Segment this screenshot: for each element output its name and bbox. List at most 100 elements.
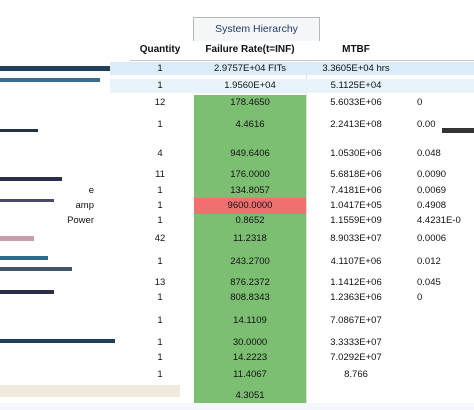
table-row[interactable]: e 1 134.8057 7.4181E+06 0.0069 [0,183,474,198]
tree-bar-decoration [0,256,48,260]
item-name: e [88,185,94,196]
mtbf-cell: 7.0867E+07 [330,315,382,326]
quantity-cell: 4 [157,148,163,159]
extra-value-cell: 0.0090 [417,169,447,180]
tree-bar-decoration [0,66,110,71]
failure-rate-cell: 11.4067 [233,369,267,380]
quantity-cell: 42 [154,233,166,244]
header-mtbf[interactable]: MTBF [342,44,370,55]
mtbf-cell: 1.2363E+06 [330,292,382,303]
quantity-cell: 11 [155,169,165,180]
failure-rate-cell: 2.9757E+04 FITs [213,63,287,74]
table-row[interactable]: 12 178.4650 5.6033E+06 0 [0,96,474,110]
extra-value-cell: 0.012 [417,256,441,267]
failure-rate-cell: 14.2223 [232,352,268,363]
item-name: amp [75,200,94,211]
failure-rate-cell: 9600.0000 [227,200,273,211]
mtbf-cell: 7.4181E+06 [330,185,382,196]
quantity-cell: 13 [154,277,166,288]
mtbf-cell: 5.6033E+06 [330,97,382,108]
quantity-cell: 1 [157,337,163,348]
table-row[interactable]: 42 11.2318 8.9033E+07 0.0006 [0,229,474,248]
failure-rate-cell: 1.9560E+04 [224,80,276,91]
table-row[interactable]: 1 1.9560E+04 5.1125E+04 [0,79,474,93]
mtbf-cell: 5.6818E+06 [330,169,382,180]
extra-value-cell: 0 [417,97,423,108]
mtbf-cell: 1.1412E+06 [330,277,382,288]
table-row[interactable]: 1 4.4616 2.2413E+08 0.00 [0,110,474,140]
extra-value-cell: 0.4908 [417,200,447,211]
table-row[interactable]: 1 14.1109 7.0867E+07 [0,306,474,336]
mtbf-cell: 1.0417E+05 [330,200,382,211]
extra-value-cell: 0 [417,292,423,303]
failure-rate-cell: 0.8652 [235,215,265,226]
extra-value-cell: 0.0069 [417,185,447,196]
tree-bar-decoration [442,128,474,133]
extra-value-cell: 4.4231E-0 [417,215,461,226]
mtbf-cell: 7.0292E+07 [330,352,382,363]
tree-bar-decoration [0,267,72,271]
table-row[interactable]: amp 1 9600.0000 1.0417E+05 0.4908 [0,198,474,214]
quantity-cell: 12 [154,97,166,108]
table-row[interactable]: 1 808.8343 1.2363E+06 0 [0,290,474,306]
failure-rate-cell: 30.0000 [232,337,268,348]
failure-rate-cell: 243.2700 [230,256,270,267]
quantity-cell: 1 [157,185,163,196]
mtbf-cell: 8.766 [344,369,368,380]
tree-bar-decoration [0,78,100,82]
failure-rate-cell: 808.8343 [230,292,270,303]
table-row[interactable]: 4.3051 [0,385,474,407]
extra-value-cell: 0.048 [417,148,441,159]
failure-rate-cell: 14.1109 [233,315,267,326]
mtbf-cell: 5.1125E+04 [330,80,382,91]
quantity-cell: 1 [157,315,163,326]
table-row[interactable]: 13 876.2372 1.1412E+06 0.045 [0,276,474,290]
table-row[interactable]: Power 1 0.8652 1.1559E+09 4.4231E-0 [0,214,474,228]
item-name: Power [67,215,94,226]
mtbf-cell: 2.2413E+08 [330,119,382,130]
mtbf-cell: 3.3333E+07 [330,337,382,348]
tree-bar-decoration [0,385,180,397]
table-row[interactable]: 4 949.6406 1.0530E+06 0.048 [0,140,474,168]
mtbf-cell: 3.3605E+04 hrs [322,63,390,74]
failure-rate-cell: 134.8057 [230,185,270,196]
extra-value-cell: 0.045 [417,277,441,288]
quantity-cell: 1 [157,369,163,380]
header-failure-rate[interactable]: Failure Rate(t=INF) [205,44,295,55]
failure-rate-cell: 178.4650 [230,97,270,108]
tree-bar-decoration [0,177,62,181]
quantity-cell: 1 [157,215,163,226]
quantity-cell: 1 [157,256,163,267]
summary-cell-bg [194,79,306,93]
quantity-cell: 1 [157,292,163,303]
table-row[interactable]: 1 30.0000 3.3333E+07 [0,336,474,350]
failure-rate-cell: 11.2318 [233,233,267,244]
quantity-cell: 1 [157,63,163,74]
summary-cell-bg [194,62,306,75]
failure-rate-cell: 4.3051 [235,390,265,401]
table-row[interactable]: 1 11.4067 8.766 [0,365,474,385]
table-row[interactable]: 11 176.0000 5.6818E+06 0.0090 [0,168,474,182]
header-quantity[interactable]: Quantity [139,44,181,55]
quantity-cell: 1 [157,80,163,91]
failure-rate-cell: 876.2372 [230,277,270,288]
bottom-edge [0,403,474,410]
tab-system-hierarchy[interactable]: System Hierarchy [193,17,320,41]
extra-value-cell: 0.00 [417,119,436,130]
tree-bar-decoration [0,339,115,343]
failure-rate-column-bg [194,95,306,410]
table-row[interactable]: 1 14.2223 7.0292E+07 [0,350,474,365]
column-header-row: Quantity Failure Rate(t=INF) MTBF [130,40,474,61]
tree-bar-decoration [0,129,38,132]
table-row[interactable]: 1 243.2700 4.1107E+06 0.012 [0,248,474,276]
mtbf-cell: 4.1107E+06 [330,256,382,267]
column-divider [306,60,307,410]
mtbf-cell: 8.9033E+07 [330,233,382,244]
extra-value-cell: 0.0006 [417,233,447,244]
mtbf-cell: 1.1559E+09 [330,215,382,226]
table-row[interactable]: 1 2.9757E+04 FITs 3.3605E+04 hrs [0,62,474,75]
quantity-cell: 1 [157,200,163,211]
tree-bar-decoration [0,236,34,241]
failure-rate-cell: 4.4616 [235,119,265,130]
failure-rate-cell: 949.6406 [230,148,270,159]
